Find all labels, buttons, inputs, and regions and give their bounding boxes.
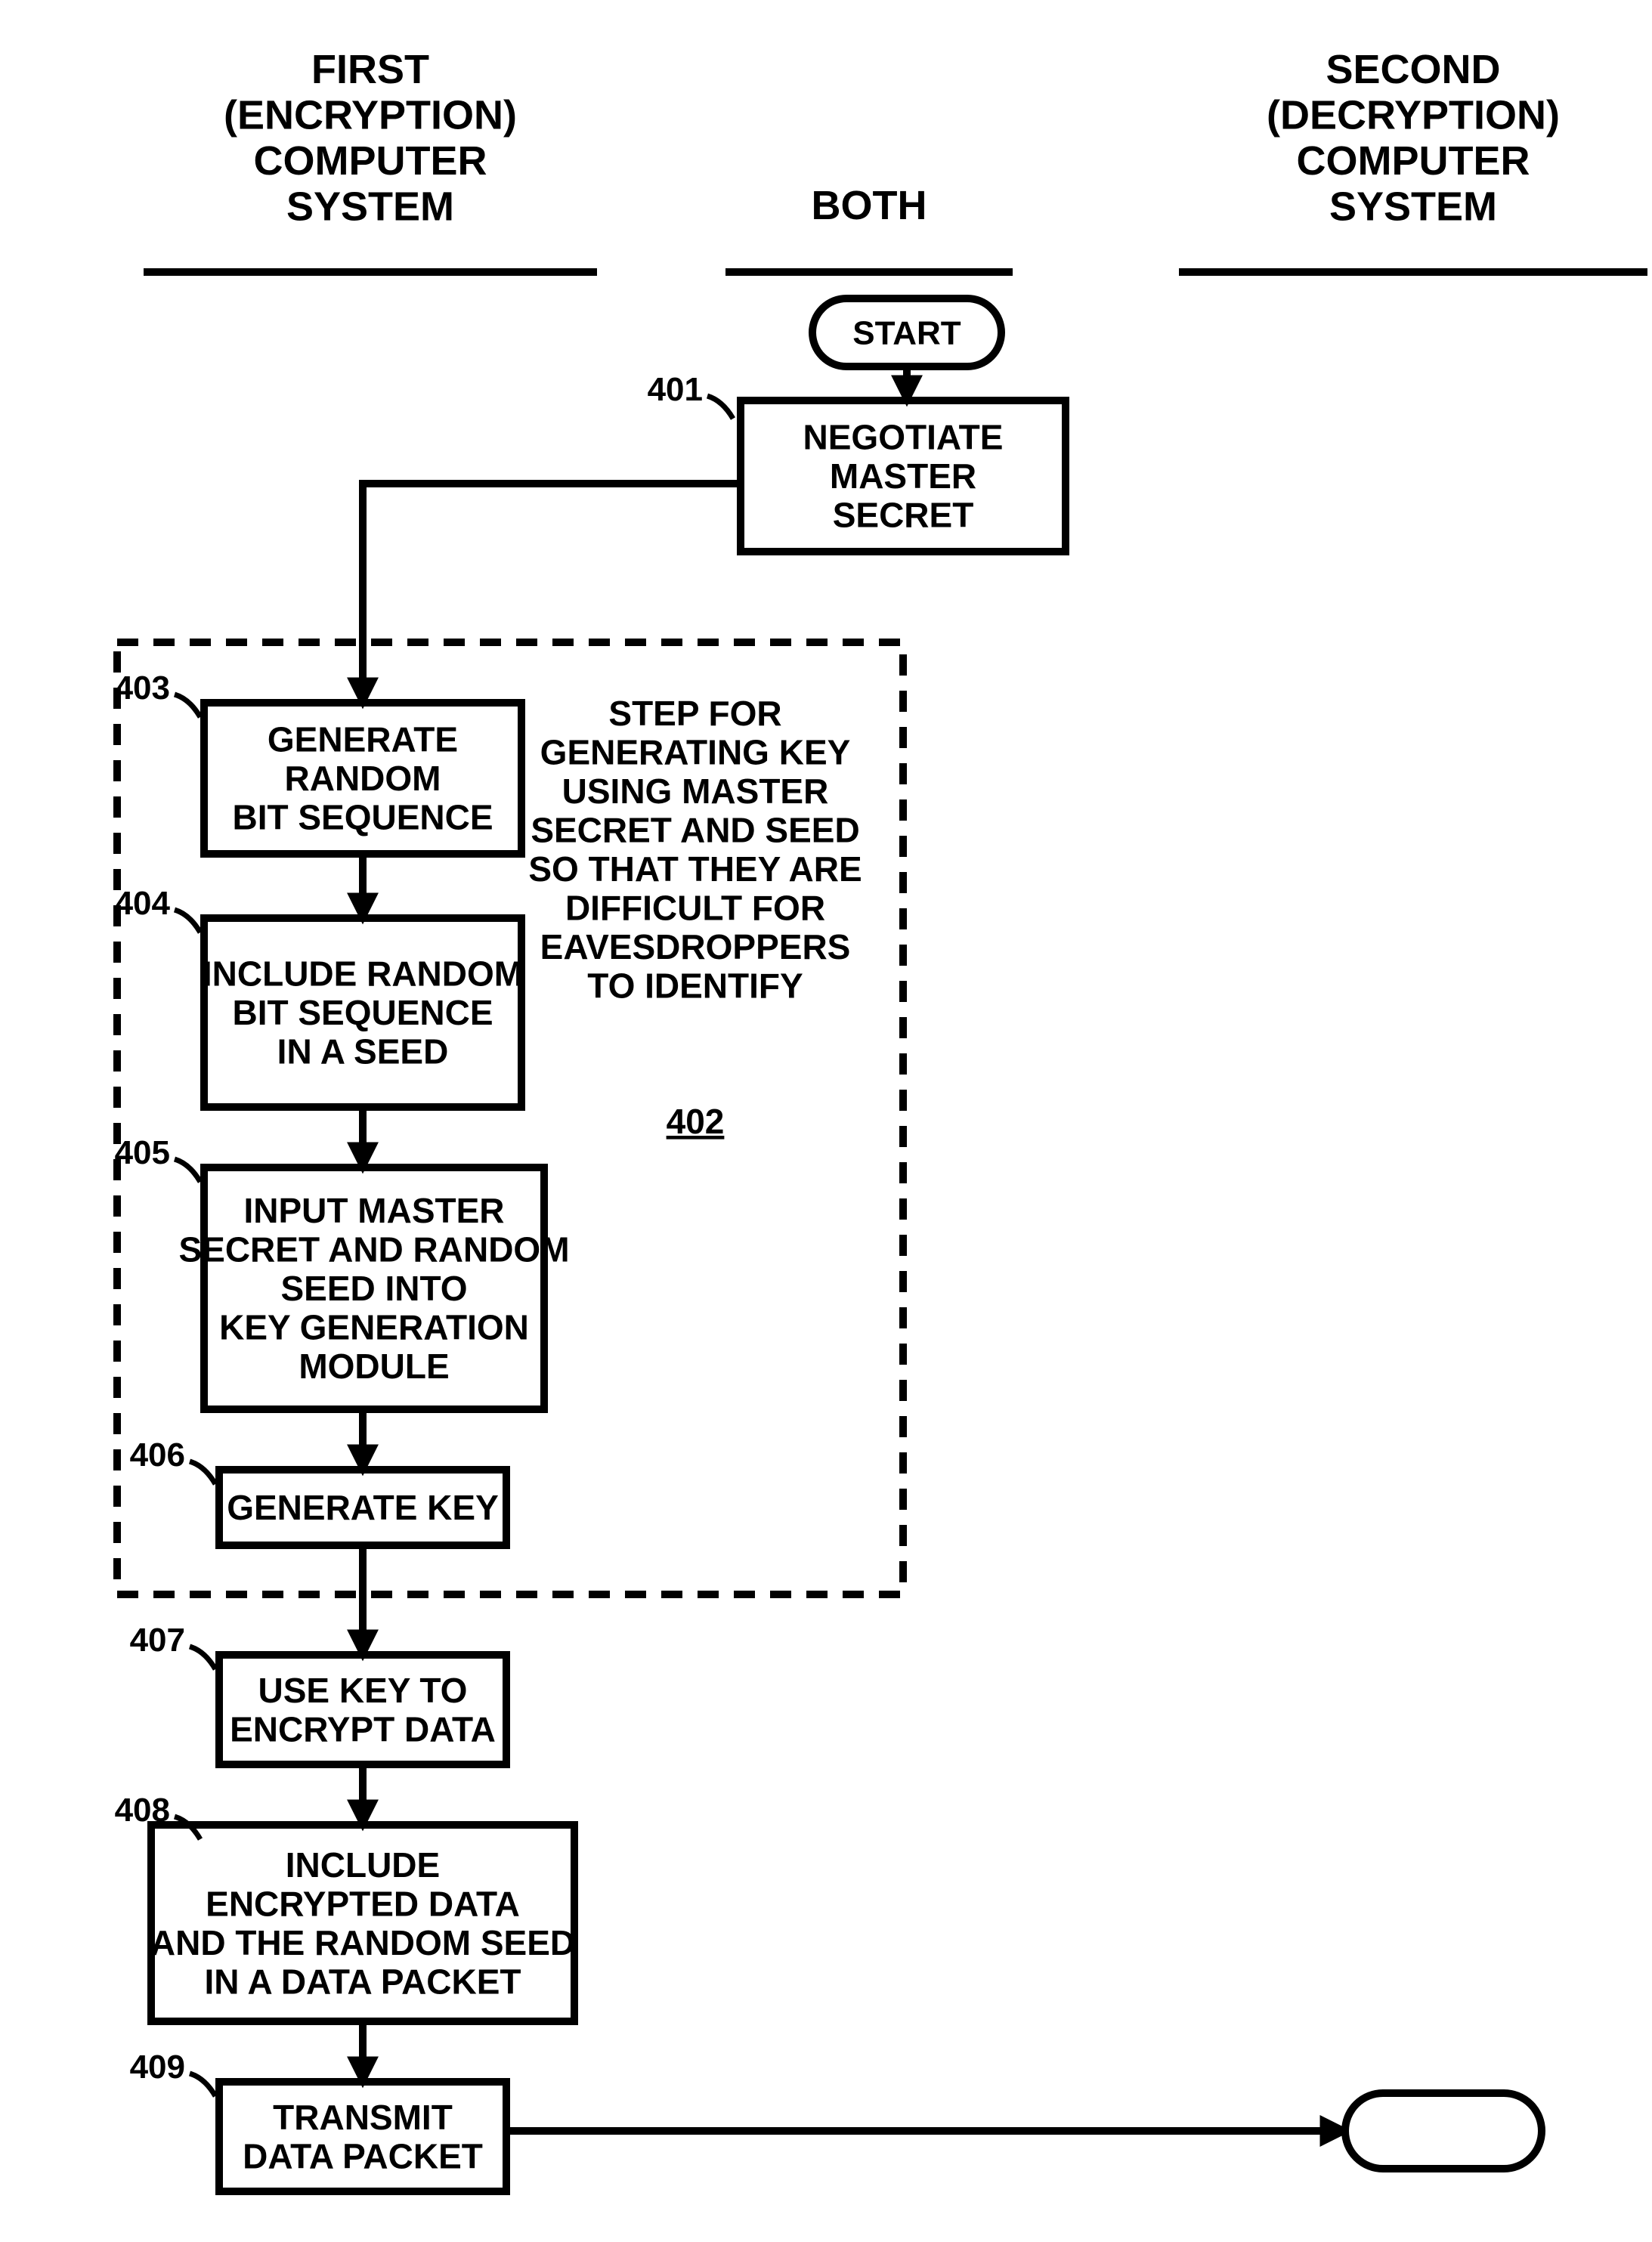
annot-402-ref: 402	[667, 1102, 725, 1141]
svg-text:409: 409	[130, 2049, 185, 2086]
node-407-label: USE KEY TOENCRYPT DATA	[230, 1671, 496, 1749]
svg-text:406: 406	[130, 1436, 185, 1474]
svg-text:408: 408	[115, 1792, 170, 1829]
ref-403: 403	[115, 670, 200, 717]
ref-405: 405	[115, 1134, 200, 1182]
svg-text:407: 407	[130, 1622, 185, 1659]
header-right: SECOND(DECRYPTION)COMPUTERSYSTEM	[1267, 47, 1560, 229]
svg-text:403: 403	[115, 670, 170, 707]
ref-404: 404	[115, 885, 200, 932]
node-401-label: NEGOTIATEMASTERSECRET	[803, 418, 1004, 535]
header-mid: BOTH	[812, 183, 927, 228]
end-node	[1345, 2093, 1542, 2169]
svg-text:401: 401	[648, 371, 703, 408]
node-409-label: TRANSMITDATA PACKET	[243, 2098, 483, 2176]
ref-407: 407	[130, 1622, 215, 1669]
ref-401: 401	[648, 371, 733, 419]
ref-409: 409	[130, 2049, 215, 2096]
start-label: START	[852, 314, 961, 351]
svg-text:404: 404	[115, 885, 171, 922]
header-left: FIRST(ENCRYPTION)COMPUTERSYSTEM	[224, 47, 517, 229]
svg-text:405: 405	[115, 1134, 170, 1171]
ref-406: 406	[130, 1436, 215, 1484]
flow-arrow	[363, 484, 741, 703]
node-406-label: GENERATE KEY	[227, 1488, 499, 1527]
annot-402-text: STEP FORGENERATING KEYUSING MASTERSECRET…	[528, 694, 862, 1006]
